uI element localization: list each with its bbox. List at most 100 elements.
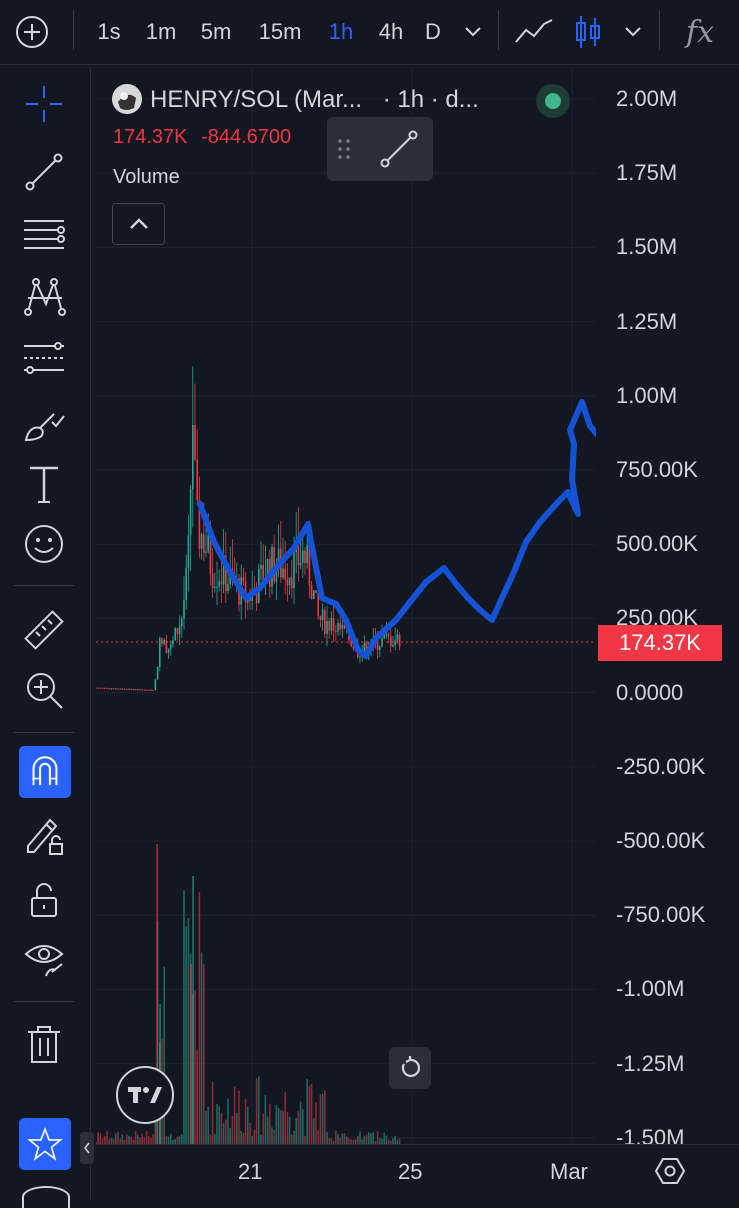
- unlock-icon: [31, 883, 57, 917]
- interval-5m[interactable]: 5m: [200, 19, 232, 44]
- candle-body: [275, 569, 278, 582]
- volume-bar: [297, 1111, 300, 1144]
- time-axis[interactable]: 21 25 Mar: [96, 1144, 739, 1200]
- candle-body: [99, 687, 102, 689]
- interval-1m[interactable]: 1m: [145, 19, 177, 44]
- volume-bar: [271, 1127, 273, 1144]
- refresh-icon: [401, 1056, 421, 1077]
- zoom-in-icon: [27, 673, 63, 709]
- volume-bar: [229, 1128, 231, 1144]
- chart-type-dropdown[interactable]: [616, 0, 650, 64]
- interval-dropdown[interactable]: [456, 0, 490, 64]
- interval-1h[interactable]: 1h: [328, 19, 354, 44]
- lock-drawing-tool[interactable]: [14, 806, 74, 862]
- horizontal-lines-tool[interactable]: [14, 206, 74, 262]
- interval-15m[interactable]: 15m: [258, 19, 302, 44]
- candle-body: [97, 687, 99, 689]
- candle-body: [189, 489, 192, 536]
- volume-bar: [324, 1090, 326, 1144]
- candle-body: [187, 535, 190, 568]
- volume-bar: [209, 1134, 212, 1144]
- line-style-button[interactable]: [377, 127, 421, 176]
- candle-body: [302, 550, 304, 563]
- brush-tool[interactable]: [14, 394, 74, 450]
- volume-bar: [330, 1138, 333, 1144]
- eye-icon: [24, 945, 64, 977]
- volume-bar: [392, 1137, 394, 1144]
- tradingview-logo-icon: [128, 1087, 162, 1103]
- drag-handle[interactable]: [337, 137, 351, 166]
- candle-body: [143, 689, 146, 691]
- drawing-toolbar: [0, 68, 94, 1208]
- volume-bar: [211, 1081, 214, 1144]
- candle-body: [385, 633, 388, 635]
- unlock-tool[interactable]: [14, 872, 74, 928]
- interval-4h[interactable]: 4h: [378, 19, 404, 44]
- toolbar-collapse-handle[interactable]: [80, 1132, 94, 1164]
- price-label: 1.75M: [616, 160, 678, 186]
- volume-bar: [361, 1139, 363, 1144]
- chart-settings-button[interactable]: [654, 1155, 686, 1192]
- candle-body: [328, 620, 330, 631]
- interval-1s[interactable]: 1s: [97, 19, 121, 44]
- volume-bar: [134, 1131, 137, 1144]
- price-axis[interactable]: 2.00M 1.75M 1.50M 1.25M 1.00M 750.00K 500.00K 2…: [598, 68, 739, 1150]
- legend-title[interactable]: HENRY/SOL (Mar... · 1h · d...: [150, 86, 479, 114]
- candle-body: [284, 568, 286, 580]
- volume-bar: [119, 1138, 121, 1144]
- candle-body: [376, 639, 379, 650]
- crosshair-tool[interactable]: [14, 76, 74, 132]
- volume-bar: [104, 1136, 106, 1144]
- interval-d[interactable]: D: [425, 19, 441, 44]
- market-status[interactable]: [536, 84, 570, 118]
- candle-body: [178, 625, 181, 634]
- top-toolbar: 1s 1m 5m 15m 1h 4h D fx: [0, 0, 739, 65]
- indicators-button[interactable]: fx: [676, 0, 724, 64]
- volume-bar: [328, 1138, 330, 1144]
- candle-chart-button[interactable]: [568, 0, 608, 64]
- candle-body: [335, 630, 337, 632]
- volume-bar: [387, 1139, 390, 1144]
- pattern-tool[interactable]: [14, 268, 74, 324]
- volume-bar: [269, 1104, 271, 1144]
- candle-body: [176, 628, 179, 634]
- legend-volume[interactable]: Volume: [113, 166, 180, 188]
- reset-chart-button[interactable]: [389, 1047, 431, 1089]
- volume-bar: [231, 1115, 234, 1144]
- volume-bar: [218, 1106, 220, 1144]
- favorites-tool[interactable]: [19, 1118, 71, 1170]
- more-tools-icon[interactable]: [22, 1186, 70, 1208]
- candle-body: [326, 620, 328, 634]
- candle-body: [121, 688, 124, 690]
- volume-bar: [304, 1135, 306, 1144]
- volume-bar: [200, 952, 203, 1144]
- volume-bar: [357, 1135, 359, 1144]
- volume-bar: [132, 1139, 135, 1144]
- text-tool[interactable]: [14, 456, 74, 512]
- forecast-tool[interactable]: [14, 330, 74, 386]
- volume-bar: [115, 1133, 117, 1144]
- volume-bar: [222, 1123, 225, 1144]
- text-icon: [30, 466, 58, 503]
- candle-body: [185, 567, 187, 601]
- volume-bar: [236, 1112, 238, 1144]
- emoji-tool[interactable]: [14, 516, 74, 572]
- add-symbol-button[interactable]: [8, 0, 56, 64]
- volume-bar: [233, 1086, 236, 1144]
- delete-tool[interactable]: [14, 1016, 74, 1072]
- line-chart-button[interactable]: [510, 0, 558, 64]
- zoom-in-tool[interactable]: [14, 662, 74, 718]
- symbol-avatar[interactable]: [112, 84, 142, 114]
- chart-pane[interactable]: [96, 68, 596, 1144]
- hide-drawings-tool[interactable]: [14, 930, 74, 986]
- price-label: -250.00K: [616, 753, 706, 779]
- trend-line-tool[interactable]: [14, 144, 74, 200]
- collapse-legend-button[interactable]: [112, 203, 165, 245]
- volume-bar: [280, 1110, 282, 1144]
- candle-body: [260, 564, 262, 569]
- tradingview-logo[interactable]: [116, 1066, 174, 1124]
- volume-bar: [251, 1135, 253, 1144]
- ruler-tool[interactable]: [14, 602, 74, 658]
- magnet-tool[interactable]: [19, 746, 71, 798]
- candle-body: [317, 592, 319, 617]
